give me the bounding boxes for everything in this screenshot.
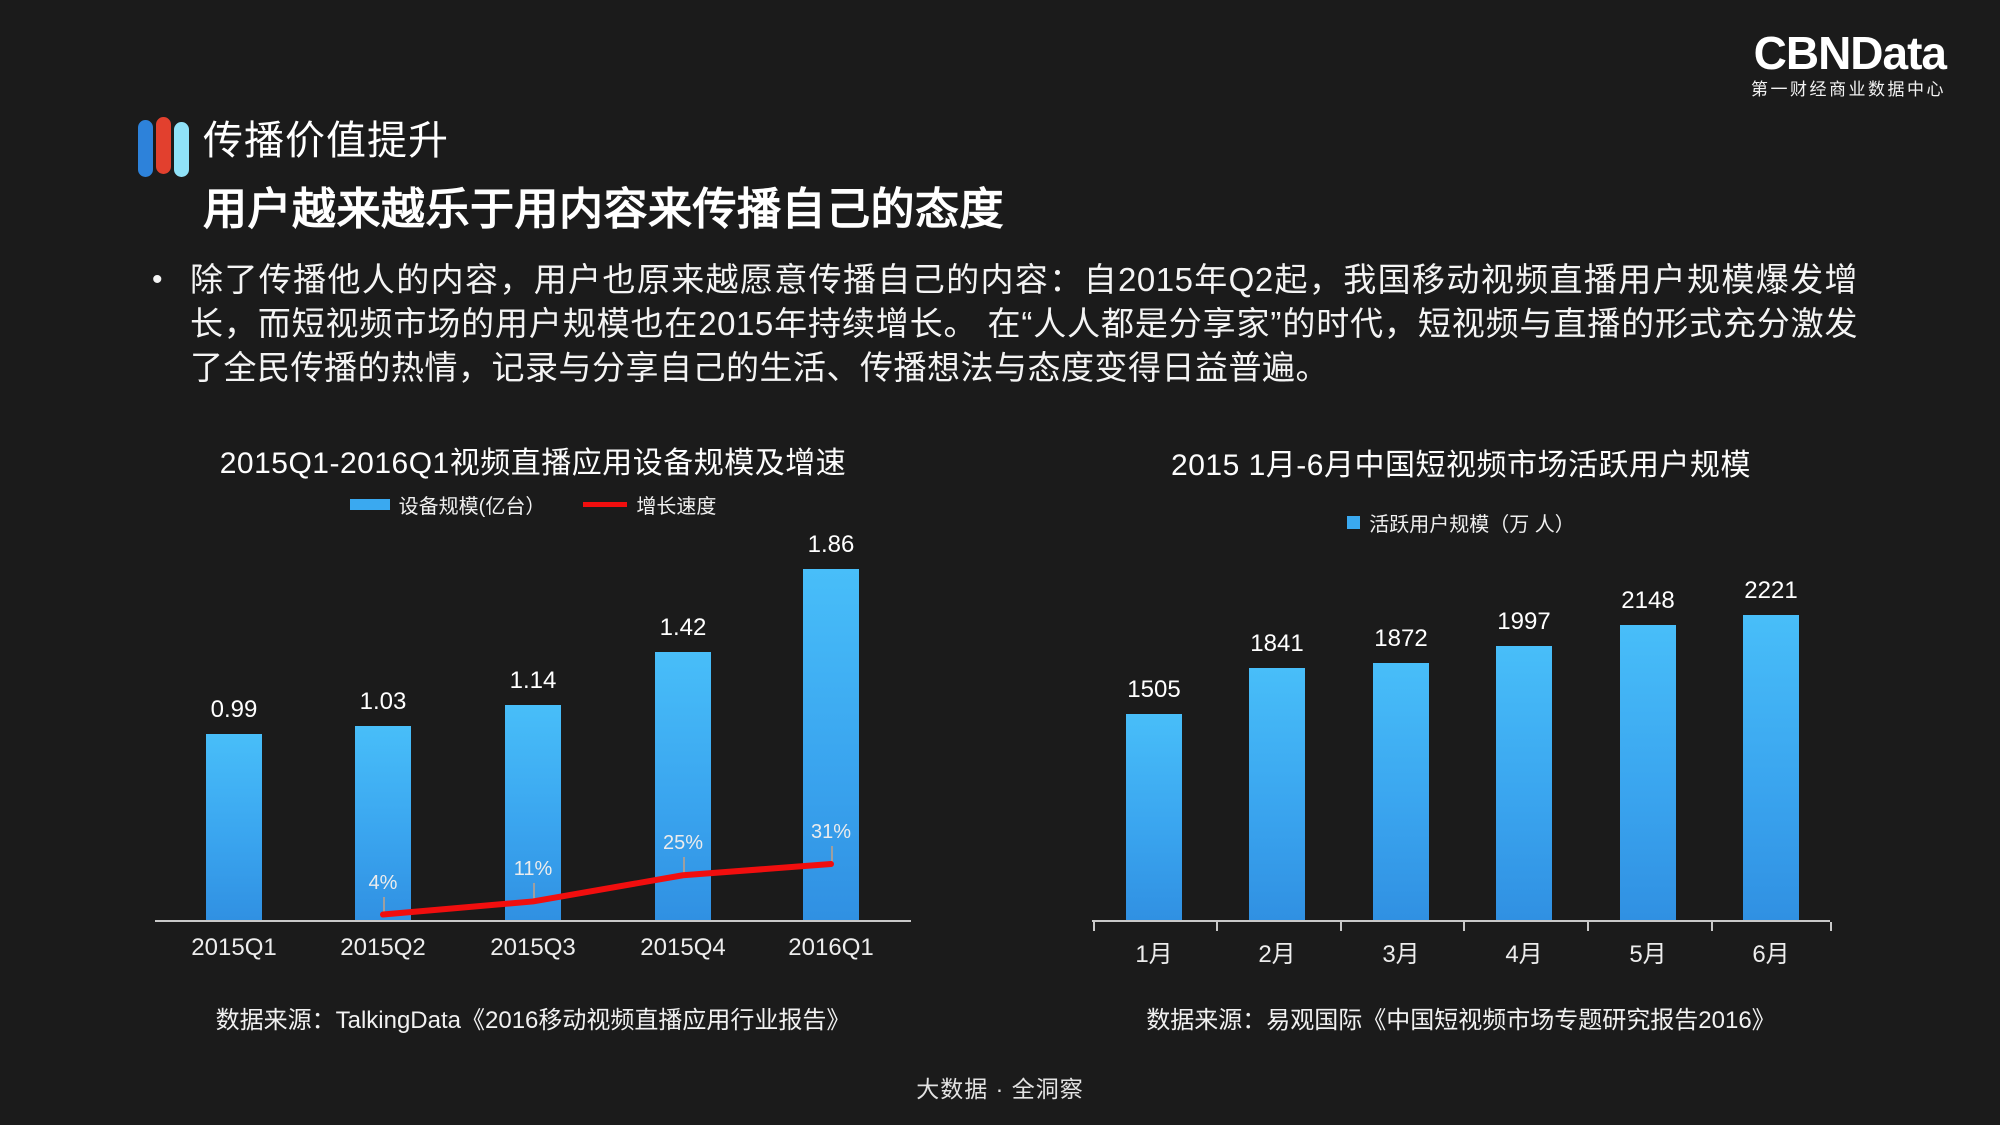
legend-label: 活跃用户规模（万 人）	[1369, 514, 1575, 536]
growth-point-label: 25%	[662, 832, 704, 855]
right-chart-xaxis-labels: 1月 2月 3月 4月 5月 6月	[1092, 934, 1830, 968]
x-axis-label: 2015Q4	[640, 934, 726, 961]
bullet-paragraph: • 除了传播他人的内容，用户也原来越愿意传播自己的内容：自2015年Q2起，我国…	[152, 258, 1858, 390]
x-axis-tick	[1093, 922, 1095, 931]
line-legend-swatch-icon	[583, 502, 628, 507]
x-axis-label: 2016Q1	[788, 934, 874, 961]
bar-value-label: 1.86	[807, 530, 855, 558]
bar	[355, 726, 411, 922]
logo-brand-text: CBNData	[1753, 27, 1947, 79]
x-axis-label: 3月	[1382, 941, 1420, 968]
legend-item: 增长速度	[583, 490, 716, 519]
bullet-text: 除了传播他人的内容，用户也原来越愿意传播自己的内容：自2015年Q2起，我国移动…	[190, 261, 1858, 386]
x-axis-line	[155, 920, 911, 922]
footer-tagline: 大数据 · 全洞察	[916, 1076, 1084, 1102]
leader-line	[533, 883, 535, 900]
legend-label: 增长速度	[636, 496, 717, 518]
bar	[206, 733, 262, 922]
x-axis-label: 2015Q2	[340, 934, 426, 961]
left-chart-title: 2015Q1-2016Q1视频直播应用设备规模及增速	[219, 447, 847, 480]
x-axis-label: 2月	[1258, 941, 1296, 968]
x-axis-line	[1092, 920, 1830, 922]
x-axis-label: 1月	[1135, 941, 1173, 968]
three-bars-icon	[138, 117, 192, 179]
bar	[1373, 663, 1429, 922]
left-chart-plot: 0.99 1.03 1.14 1.42 1.86 4% 11% 25% 31%	[155, 504, 911, 922]
right-chart-plot: 1505 1841 1872 1997 2148 2221	[1092, 562, 1832, 931]
leader-line	[831, 846, 833, 863]
logo-subtitle: 第一财经商业数据中心	[1751, 80, 1946, 99]
red-bar-icon	[156, 117, 171, 174]
x-axis-tick	[1711, 922, 1713, 931]
page-title-line1: 传播价值提升	[203, 119, 449, 163]
growth-point-label: 31%	[810, 821, 852, 844]
x-axis-label: 5月	[1629, 941, 1667, 968]
square-legend-swatch-icon	[1347, 516, 1361, 529]
right-chart-title: 2015 1月-6月中国短视频市场活跃用户规模	[1171, 449, 1751, 482]
left-chart-source: 数据来源：TalkingData《2016移动视频直播应用行业报告》	[215, 1007, 851, 1034]
bar-value-label: 2221	[1744, 577, 1798, 605]
x-axis-tick	[1216, 922, 1218, 931]
x-axis-label: 2015Q3	[490, 934, 576, 961]
growth-line	[380, 861, 834, 918]
x-axis-tick	[1830, 922, 1832, 931]
blue-bar-icon	[138, 120, 153, 177]
bar	[1743, 615, 1799, 922]
right-chart-legend: 活跃用户规模（万 人）	[1092, 508, 1830, 537]
bar-value-label: 1997	[1497, 608, 1551, 636]
cyan-bar-icon	[174, 122, 189, 177]
bar-value-label: 1.14	[509, 667, 557, 695]
bar	[1126, 714, 1182, 922]
cbndata-logo: CBNData 第一财经商业数据中心	[1751, 27, 1947, 99]
bar-value-label: 1841	[1250, 629, 1304, 657]
bar	[1249, 667, 1305, 922]
bar-legend-swatch-icon	[349, 499, 390, 510]
left-chart-xaxis-labels: 2015Q1 2015Q2 2015Q3 2015Q4 2016Q1	[155, 934, 911, 968]
leader-line	[383, 896, 385, 913]
x-axis-label: 6月	[1752, 941, 1790, 968]
bar-value-label: 1872	[1374, 625, 1428, 653]
bar-value-label: 1.42	[659, 614, 707, 642]
x-axis-tick	[1587, 922, 1589, 931]
bar-value-label: 1505	[1127, 676, 1181, 704]
bullet-marker: •	[152, 263, 163, 296]
x-axis-tick	[1463, 922, 1465, 931]
leader-line	[683, 857, 685, 874]
legend-label: 设备规模(亿台）	[398, 496, 546, 518]
x-axis-label: 4月	[1505, 941, 1543, 968]
right-chart: 2015 1月-6月中国短视频市场活跃用户规模 活跃用户规模（万 人） 1505…	[1092, 440, 1832, 1000]
x-axis-tick	[1340, 922, 1342, 931]
left-chart: 2015Q1-2016Q1视频直播应用设备规模及增速 设备规模(亿台） 增长速度 …	[155, 438, 911, 998]
x-axis-label: 2015Q1	[191, 934, 277, 961]
legend-item: 活跃用户规模（万 人）	[1347, 508, 1575, 537]
bar	[1620, 625, 1676, 922]
growth-point-label: 11%	[513, 858, 553, 881]
bar-value-label: 0.99	[210, 695, 258, 723]
bar-value-label: 1.03	[359, 688, 407, 716]
legend-item: 设备规模(亿台）	[349, 490, 546, 519]
page-title: 传播价值提升 用户越来越乐于用内容来传播自己的态度	[203, 108, 1004, 237]
left-chart-legend: 设备规模(亿台） 增长速度	[155, 490, 911, 519]
page-title-line2: 用户越来越乐于用内容来传播自己的态度	[203, 185, 1004, 234]
bar	[1496, 646, 1552, 922]
growth-point-label: 4%	[368, 871, 398, 894]
right-chart-source: 数据来源：易观国际《中国短视频市场专题研究报告2016》	[1146, 1007, 1776, 1034]
bar-value-label: 2148	[1621, 587, 1675, 615]
